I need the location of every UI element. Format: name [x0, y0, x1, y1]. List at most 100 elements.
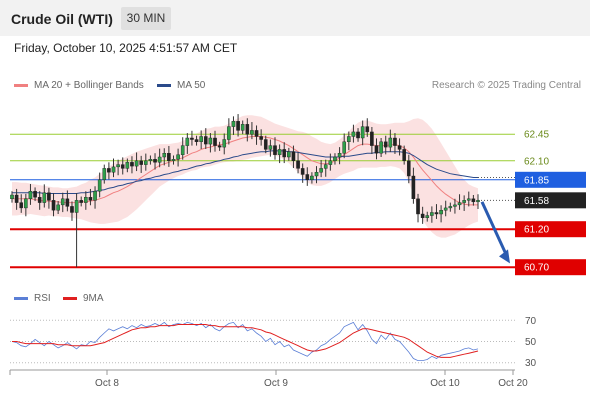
candle-body — [453, 204, 457, 207]
legend-ma50-label: MA 50 — [177, 80, 206, 91]
time-tick-label: Oct 20 — [498, 378, 528, 389]
candles — [10, 114, 480, 268]
candle-body — [222, 139, 227, 148]
candle-body — [466, 198, 471, 201]
rsi-tick-30: 30 — [525, 358, 537, 369]
candle-body — [37, 197, 42, 203]
candle-body — [65, 198, 70, 207]
candle-body — [162, 152, 167, 158]
forecast-arrow-shaft — [480, 201, 509, 258]
candle-body — [167, 152, 171, 161]
candle-body — [180, 145, 185, 155]
candle-body — [402, 149, 406, 161]
candle-body — [125, 162, 130, 169]
candle-body — [430, 212, 434, 216]
current-price-box — [515, 192, 586, 209]
candle-body — [356, 131, 360, 139]
candle-body — [111, 166, 116, 173]
level-lines — [10, 133, 515, 269]
candle-body — [102, 168, 107, 180]
candle-body — [88, 197, 93, 201]
candle-body — [51, 200, 56, 211]
legend-rsi-ma-label: 9MA — [83, 293, 104, 304]
candle-body — [411, 175, 416, 199]
candle-body — [268, 145, 273, 150]
candle-body — [47, 192, 51, 201]
candle-body — [79, 200, 84, 203]
candle-body — [130, 162, 134, 167]
candle-body — [314, 171, 319, 177]
rsi-tick-70: 70 — [525, 316, 537, 327]
level-label-60.70: 60.70 — [524, 263, 549, 274]
rsi-panel: 70 50 30 — [10, 316, 537, 369]
candle-body — [374, 145, 379, 154]
candle-body — [171, 159, 176, 161]
ma50-line — [12, 150, 478, 194]
candle-body — [337, 152, 342, 158]
candle-body — [439, 209, 443, 215]
level-box-60.70 — [515, 259, 586, 276]
candle-body — [28, 190, 33, 199]
candle-body — [360, 126, 365, 139]
candle-body — [245, 124, 250, 135]
legend-rsi-label: RSI — [34, 293, 51, 304]
candle-body — [217, 145, 222, 148]
level-box-61.20 — [515, 221, 586, 238]
rsi-ma-swatch — [63, 297, 77, 300]
interval-button[interactable]: 30 MIN — [121, 7, 171, 30]
candle-body — [323, 164, 328, 169]
candle-body — [273, 145, 277, 155]
candle-body — [19, 202, 24, 209]
instrument-title: Crude Oil (WTI) — [11, 11, 113, 27]
candle-body — [227, 126, 231, 140]
candle-body — [42, 192, 47, 203]
level-labels: 62.45 62.10 61.85 61.20 60.70 61.58 — [515, 130, 586, 276]
candle-body — [365, 126, 370, 133]
candle-body — [263, 139, 268, 150]
candle-body — [14, 194, 19, 203]
candle-body — [370, 131, 374, 146]
candle-body — [287, 151, 291, 158]
candle-body — [305, 174, 310, 180]
candle-body — [185, 137, 190, 146]
level-label-61.20: 61.20 — [524, 225, 549, 236]
candle-body — [148, 159, 153, 161]
candle-body — [296, 160, 300, 169]
current-price-label: 61.58 — [524, 196, 549, 207]
candle-body — [213, 137, 217, 146]
copyright-text: Research © 2025 Trading Central — [431, 80, 581, 91]
candle-body — [393, 137, 397, 146]
candle-body — [448, 206, 453, 209]
candle-body — [342, 141, 346, 154]
candle-body — [397, 145, 402, 150]
candle-body — [231, 121, 236, 127]
candle-body — [310, 175, 314, 180]
candle-body — [24, 198, 28, 209]
candle-body — [425, 215, 430, 219]
candle-body — [277, 149, 282, 155]
candle-body — [250, 130, 254, 135]
level-label-61.85: 61.85 — [524, 175, 549, 186]
candle-body — [333, 156, 337, 161]
candle-body — [208, 137, 213, 145]
candle-body — [254, 130, 259, 137]
header-bar: Crude Oil (WTI) 30 MIN — [0, 0, 590, 36]
time-axis: Oct 8 Oct 9 Oct 10 Oct 20 — [9, 369, 528, 389]
candle-body — [282, 149, 287, 158]
candle-body — [144, 160, 148, 165]
candle-body — [157, 156, 162, 163]
candle-body — [259, 136, 263, 140]
forecast-arrow — [480, 201, 510, 264]
candle-body — [476, 200, 480, 203]
candle-body — [176, 154, 180, 160]
candle-body — [203, 136, 208, 145]
time-tick-label: Oct 10 — [430, 378, 460, 389]
level-label-62.10: 62.10 — [524, 156, 549, 167]
candle-body — [383, 141, 388, 148]
legend-ma20-label: MA 20 + Bollinger Bands — [34, 80, 144, 91]
candle-body — [33, 190, 37, 198]
candle-body — [120, 164, 125, 169]
candle-body — [462, 200, 466, 203]
candle-body — [291, 151, 296, 161]
